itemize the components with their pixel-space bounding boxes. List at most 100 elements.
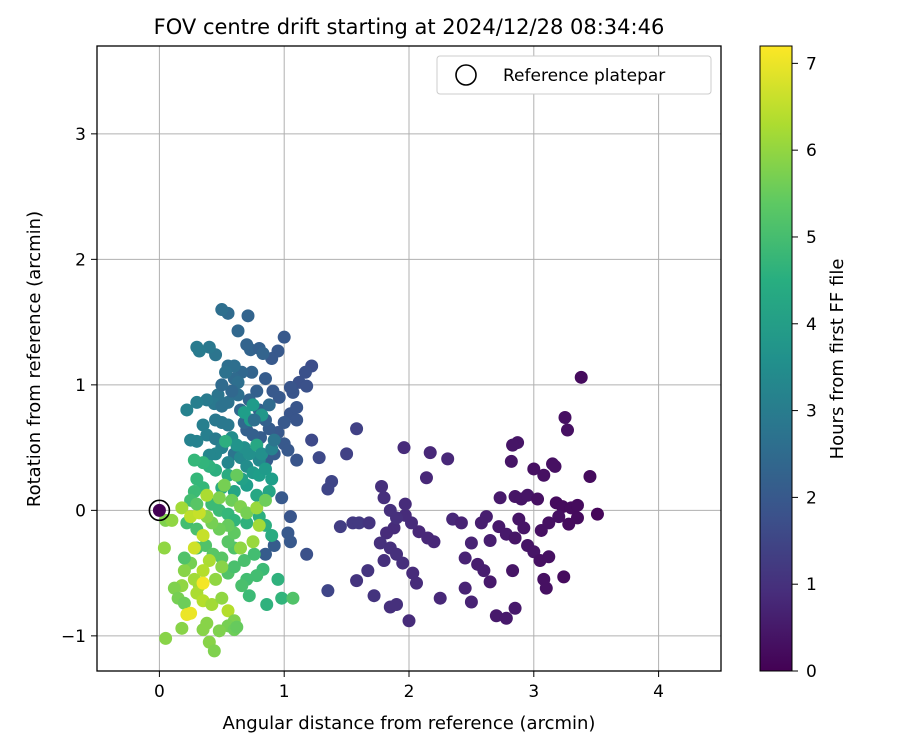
- data-point: [552, 510, 566, 524]
- data-point: [175, 501, 189, 515]
- x-tick-label: 2: [404, 682, 415, 702]
- data-point: [177, 596, 191, 610]
- data-point: [258, 493, 272, 507]
- data-point: [542, 550, 556, 564]
- data-point: [508, 531, 522, 545]
- data-point: [458, 581, 472, 595]
- data-point: [333, 520, 347, 534]
- data-point: [352, 516, 366, 530]
- data-point: [290, 400, 304, 414]
- data-point: [245, 365, 259, 379]
- x-axis-ticks: 0 1 2 3 4: [154, 671, 664, 702]
- data-point: [390, 511, 404, 525]
- data-point: [483, 575, 497, 589]
- data-point: [209, 572, 223, 586]
- x-axis-label: Angular distance from reference (arcmin): [223, 713, 596, 734]
- data-point: [205, 597, 219, 611]
- data-point: [377, 554, 391, 568]
- data-point: [199, 538, 213, 552]
- y-tick-label: −1: [61, 627, 86, 647]
- data-point: [241, 309, 255, 323]
- data-point: [305, 433, 319, 447]
- data-point: [390, 597, 404, 611]
- data-point: [548, 459, 562, 473]
- legend-reference-icon: [455, 64, 477, 86]
- data-point: [267, 433, 281, 447]
- data-point: [275, 591, 289, 605]
- data-point: [237, 554, 251, 568]
- data-point: [277, 330, 291, 344]
- data-point: [396, 556, 410, 570]
- data-point: [215, 591, 229, 605]
- colorbar: 0 1 2 3 4 5 6 7 Hours from first FF file: [759, 45, 848, 682]
- data-point: [458, 551, 472, 565]
- data-point: [221, 604, 235, 618]
- data-point: [184, 433, 198, 447]
- data-point: [398, 497, 412, 511]
- x-tick-label: 3: [528, 682, 539, 702]
- y-tick-label: 2: [75, 250, 86, 270]
- data-point: [177, 551, 191, 565]
- data-point: [215, 560, 229, 574]
- data-point: [281, 443, 295, 457]
- data-point: [240, 516, 254, 530]
- data-point: [283, 380, 297, 394]
- data-point: [340, 447, 354, 461]
- data-point: [583, 469, 597, 483]
- data-point: [283, 510, 297, 524]
- data-point: [167, 581, 181, 595]
- chart-title: FOV centre drift starting at 2024/12/28 …: [154, 15, 665, 39]
- data-point: [247, 413, 261, 427]
- data-point: [531, 492, 545, 506]
- data-point: [221, 395, 235, 409]
- colorbar-tick-label: 1: [806, 575, 817, 595]
- data-point: [207, 644, 221, 658]
- data-point: [272, 390, 286, 404]
- colorbar-tick-label: 6: [806, 141, 817, 161]
- data-point: [377, 491, 391, 505]
- data-point: [234, 541, 248, 555]
- data-point: [286, 591, 300, 605]
- data-point: [409, 576, 423, 590]
- data-point: [256, 346, 270, 360]
- colorbar-ticks: 0 1 2 3 4 5 6 7: [792, 54, 817, 682]
- y-tick-label: 1: [75, 376, 86, 396]
- data-point: [215, 378, 229, 392]
- y-axis-label: Rotation from reference (arcmin): [24, 211, 45, 507]
- data-point: [281, 526, 295, 540]
- data-point: [489, 609, 503, 623]
- data-point: [441, 452, 455, 466]
- data-point: [483, 533, 497, 547]
- data-point: [267, 538, 281, 552]
- data-point: [231, 324, 245, 338]
- data-point: [412, 525, 426, 539]
- legend-box: [436, 55, 712, 95]
- data-point: [192, 344, 206, 358]
- data-point: [557, 570, 571, 584]
- data-point: [300, 547, 314, 561]
- data-point: [423, 446, 437, 460]
- data-point: [246, 535, 260, 549]
- data-point: [215, 303, 229, 317]
- colorbar-tick-label: 0: [806, 662, 817, 682]
- data-point: [527, 462, 541, 476]
- y-tick-label: 0: [75, 501, 86, 521]
- y-axis-ticks: −1 0 1 2 3: [61, 125, 97, 647]
- data-point: [406, 566, 420, 580]
- data-point: [230, 438, 244, 452]
- data-point: [165, 513, 179, 527]
- data-point: [350, 574, 364, 588]
- data-point: [277, 416, 291, 430]
- data-point: [321, 584, 335, 598]
- colorbar-tick-label: 2: [806, 488, 817, 508]
- data-point: [258, 462, 272, 476]
- data-point: [570, 498, 584, 512]
- data-point: [290, 453, 304, 467]
- data-point: [250, 384, 264, 398]
- data-point: [202, 340, 216, 354]
- data-point: [558, 410, 572, 424]
- data-point: [350, 422, 364, 436]
- data-point: [230, 620, 244, 634]
- data-point: [506, 564, 520, 578]
